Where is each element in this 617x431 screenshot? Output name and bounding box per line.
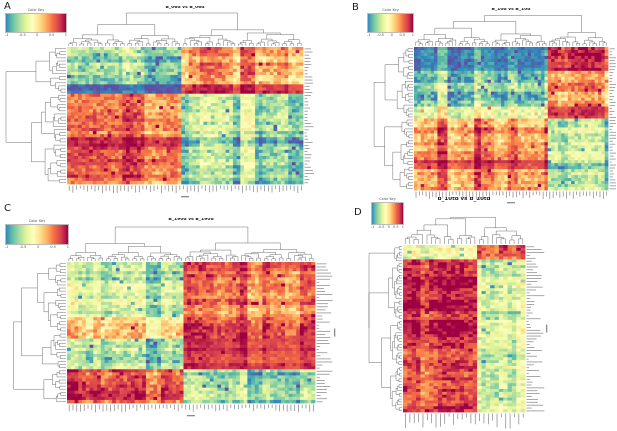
color-key-tick: -1 xyxy=(371,225,375,229)
panel-b-title: B_10d vs B_10d xyxy=(491,8,531,12)
color-key-tick: 1 xyxy=(66,245,69,249)
color-key-title: Color Key xyxy=(379,197,396,201)
color-key-tick: 0 xyxy=(390,33,393,37)
color-key-tick: -1 xyxy=(367,33,371,37)
color-key-tick: 0.5 xyxy=(50,245,56,249)
color-key-tick: 1 xyxy=(401,225,404,229)
color-key-tick: 0 xyxy=(36,33,39,37)
color-key-ticks: -1 -0.5 0 0.5 1 xyxy=(5,245,69,250)
color-key-gradient xyxy=(367,13,414,33)
color-key-tick: 0.5 xyxy=(48,33,55,37)
color-key-tick: -0.5 xyxy=(377,33,384,37)
color-key-tick: 1 xyxy=(64,33,67,37)
panel-b-color-key: Color Key -1 -0.5 0 0.5 1 xyxy=(367,8,414,38)
color-key-tick: 0.5 xyxy=(393,225,399,229)
color-key-title: Color Key xyxy=(28,219,46,223)
color-key-gradient xyxy=(371,202,404,225)
panel-c-label: C xyxy=(4,203,11,214)
color-key-tick: 0 xyxy=(387,225,390,229)
color-key-tick: -1 xyxy=(5,245,9,249)
panel-c-cluster-heatmap-canvas xyxy=(2,224,342,426)
panel-a-label: A xyxy=(4,1,11,12)
panel-a-cluster-heatmap-canvas xyxy=(2,12,316,204)
panel-b-label: B xyxy=(352,2,359,13)
color-key-ticks: -1 -0.5 0 0.5 1 xyxy=(371,225,404,230)
color-key-tick: -0.5 xyxy=(18,33,26,37)
color-key-tick: 1 xyxy=(411,33,414,37)
color-key-ticks: -1 -0.5 0 0.5 1 xyxy=(367,33,414,38)
color-key-tick: -0.5 xyxy=(19,245,27,249)
panel-d-label: D xyxy=(354,207,362,218)
panel-c-color-key: Color Key -1 -0.5 0 0.5 1 xyxy=(5,219,69,250)
panel-d-title: B_10td vs B_10td xyxy=(437,197,491,202)
panel-d-color-key: Color Key -1 -0.5 0 0.5 1 xyxy=(371,197,404,230)
panel-a-title: B_06d vs B_06d xyxy=(165,6,205,10)
color-key-tick: 0 xyxy=(37,245,40,249)
color-key-tick: -0.5 xyxy=(377,225,385,229)
panel-a-color-key: Color Key -1 -0.5 0 0.5 1 xyxy=(5,8,67,38)
color-key-title: Color Key xyxy=(382,8,399,12)
color-key-tick: -1 xyxy=(5,33,9,37)
color-key-tick: 0.5 xyxy=(399,33,406,37)
color-key-gradient xyxy=(5,224,69,245)
panel-d-cluster-heatmap-canvas xyxy=(348,206,616,430)
panel-b-cluster-heatmap-canvas xyxy=(316,12,616,204)
color-key-gradient xyxy=(5,13,67,33)
panel-c-title: B_190d vs B_190d xyxy=(168,218,214,222)
color-key-ticks: -1 -0.5 0 0.5 1 xyxy=(5,33,67,38)
color-key-title: Color Key xyxy=(27,8,45,12)
